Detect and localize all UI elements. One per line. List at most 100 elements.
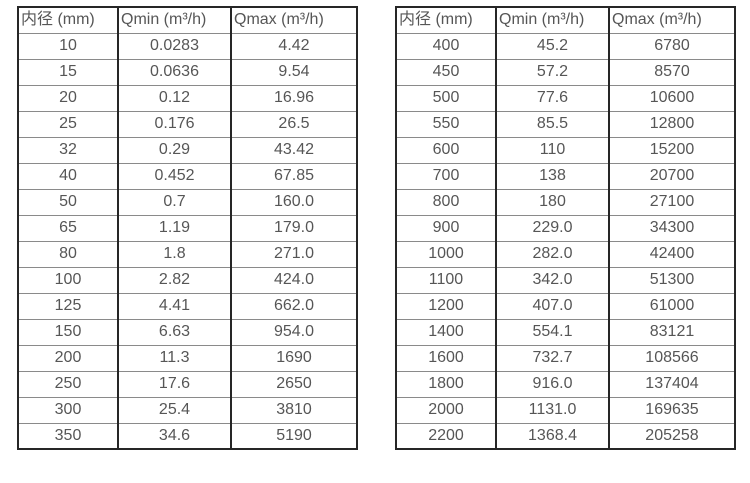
table-cell: 0.29 xyxy=(117,136,231,163)
table-row: 32 0.29 43.42 xyxy=(17,136,357,163)
table-cell: 1131.0 xyxy=(495,396,609,423)
table-cell: 110 xyxy=(495,136,609,163)
table-cell: 12800 xyxy=(608,110,735,137)
table-cell: 4.41 xyxy=(117,292,231,319)
table-cell: 180 xyxy=(495,188,609,215)
table-cell: 550 xyxy=(395,110,496,137)
table-cell: 45.2 xyxy=(495,32,609,59)
table-cell: 50 xyxy=(17,188,118,215)
table-cell: 300 xyxy=(17,396,118,423)
table-cell: 250 xyxy=(17,370,118,397)
table-cell: 407.0 xyxy=(495,292,609,319)
table-cell: 34300 xyxy=(608,214,735,241)
table-row: 450 57.2 8570 xyxy=(395,58,735,85)
table-cell: 0.176 xyxy=(117,110,231,137)
table-row: 600 110 15200 xyxy=(395,136,735,163)
table-cell: 137404 xyxy=(608,370,735,397)
table-cell: 32 xyxy=(17,136,118,163)
table-cell: 77.6 xyxy=(495,84,609,111)
table-cell: 100 xyxy=(17,266,118,293)
table-cell: 1800 xyxy=(395,370,496,397)
table-cell: 2650 xyxy=(230,370,357,397)
column-header-qmax: Qmax (m³/h) xyxy=(608,7,735,33)
table-row: 1400 554.1 83121 xyxy=(395,318,735,345)
table-row: 300 25.4 3810 xyxy=(17,396,357,423)
table-cell: 1368.4 xyxy=(495,422,609,449)
table-cell: 0.12 xyxy=(117,84,231,111)
table-row: 1600 732.7 108566 xyxy=(395,344,735,371)
table-cell: 200 xyxy=(17,344,118,371)
table-row: 1200 407.0 61000 xyxy=(395,292,735,319)
table-row: 200 11.3 1690 xyxy=(17,344,357,371)
column-header-qmin: Qmin (m³/h) xyxy=(117,7,231,33)
table-cell: 11.3 xyxy=(117,344,231,371)
flow-spec-table-right: 内径 (mm) Qmin (m³/h) Qmax (m³/h) 400 45.2 6… xyxy=(395,6,736,450)
table-cell: 1600 xyxy=(395,344,496,371)
table-row: 700 138 20700 xyxy=(395,162,735,189)
table-cell: 61000 xyxy=(608,292,735,319)
table-row: 1000 282.0 42400 xyxy=(395,240,735,267)
column-header-qmin: Qmin (m³/h) xyxy=(495,7,609,33)
table-cell: 3810 xyxy=(230,396,357,423)
table-body: 10 0.0283 4.42 15 0.0636 9.54 20 0.12 16.96 25 0.1… xyxy=(17,32,357,449)
table-row: 65 1.19 179.0 xyxy=(17,214,357,241)
table-row: 10 0.0283 4.42 xyxy=(17,32,357,59)
table-cell: 125 xyxy=(17,292,118,319)
table-cell: 662.0 xyxy=(230,292,357,319)
header-row: 内径 (mm) Qmin (m³/h) Qmax (m³/h) xyxy=(395,7,735,33)
table-cell: 10 xyxy=(17,32,118,59)
table-cell: 900 xyxy=(395,214,496,241)
table-cell: 16.96 xyxy=(230,84,357,111)
table-cell: 8570 xyxy=(608,58,735,85)
table-cell: 0.452 xyxy=(117,162,231,189)
table-cell: 1.19 xyxy=(117,214,231,241)
table-row: 40 0.452 67.85 xyxy=(17,162,357,189)
table-row: 2200 1368.4 205258 xyxy=(395,422,735,449)
table-cell: 26.5 xyxy=(230,110,357,137)
table-cell: 342.0 xyxy=(495,266,609,293)
table-row: 15 0.0636 9.54 xyxy=(17,58,357,85)
table-cell: 15 xyxy=(17,58,118,85)
table-cell: 160.0 xyxy=(230,188,357,215)
column-header-inner-diameter: 内径 (mm) xyxy=(17,7,118,33)
flow-spec-table-left: 内径 (mm) Qmin (m³/h) Qmax (m³/h) 10 0.0283… xyxy=(17,6,358,450)
table-cell: 400 xyxy=(395,32,496,59)
table-cell: 57.2 xyxy=(495,58,609,85)
table-cell: 51300 xyxy=(608,266,735,293)
table-cell: 424.0 xyxy=(230,266,357,293)
column-header-qmax: Qmax (m³/h) xyxy=(230,7,357,33)
table-cell: 169635 xyxy=(608,396,735,423)
table-cell: 600 xyxy=(395,136,496,163)
table-cell: 0.0283 xyxy=(117,32,231,59)
table-cell: 34.6 xyxy=(117,422,231,449)
table-cell: 108566 xyxy=(608,344,735,371)
table-cell: 6780 xyxy=(608,32,735,59)
table-row: 800 180 27100 xyxy=(395,188,735,215)
table-row: 550 85.5 12800 xyxy=(395,110,735,137)
table-cell: 150 xyxy=(17,318,118,345)
table-cell: 800 xyxy=(395,188,496,215)
table-cell: 65 xyxy=(17,214,118,241)
table-cell: 732.7 xyxy=(495,344,609,371)
table-row: 100 2.82 424.0 xyxy=(17,266,357,293)
table-row: 1100 342.0 51300 xyxy=(395,266,735,293)
table-row: 2000 1131.0 169635 xyxy=(395,396,735,423)
table-row: 400 45.2 6780 xyxy=(395,32,735,59)
table-row: 125 4.41 662.0 xyxy=(17,292,357,319)
table-cell: 1000 xyxy=(395,240,496,267)
table-cell: 43.42 xyxy=(230,136,357,163)
spec-tables-container: 内径 (mm) Qmin (m³/h) Qmax (m³/h) 10 0.0283… xyxy=(17,6,736,450)
table-body: 400 45.2 6780 450 57.2 8570 500 77.6 10600 550 85.… xyxy=(395,32,735,449)
table-cell: 271.0 xyxy=(230,240,357,267)
table-cell: 25.4 xyxy=(117,396,231,423)
header-row: 内径 (mm) Qmin (m³/h) Qmax (m³/h) xyxy=(17,7,357,33)
table-cell: 1.8 xyxy=(117,240,231,267)
table-cell: 15200 xyxy=(608,136,735,163)
table-cell: 1100 xyxy=(395,266,496,293)
table-cell: 2.82 xyxy=(117,266,231,293)
table-cell: 500 xyxy=(395,84,496,111)
table-cell: 9.54 xyxy=(230,58,357,85)
table-cell: 10600 xyxy=(608,84,735,111)
table-cell: 229.0 xyxy=(495,214,609,241)
table-cell: 5190 xyxy=(230,422,357,449)
